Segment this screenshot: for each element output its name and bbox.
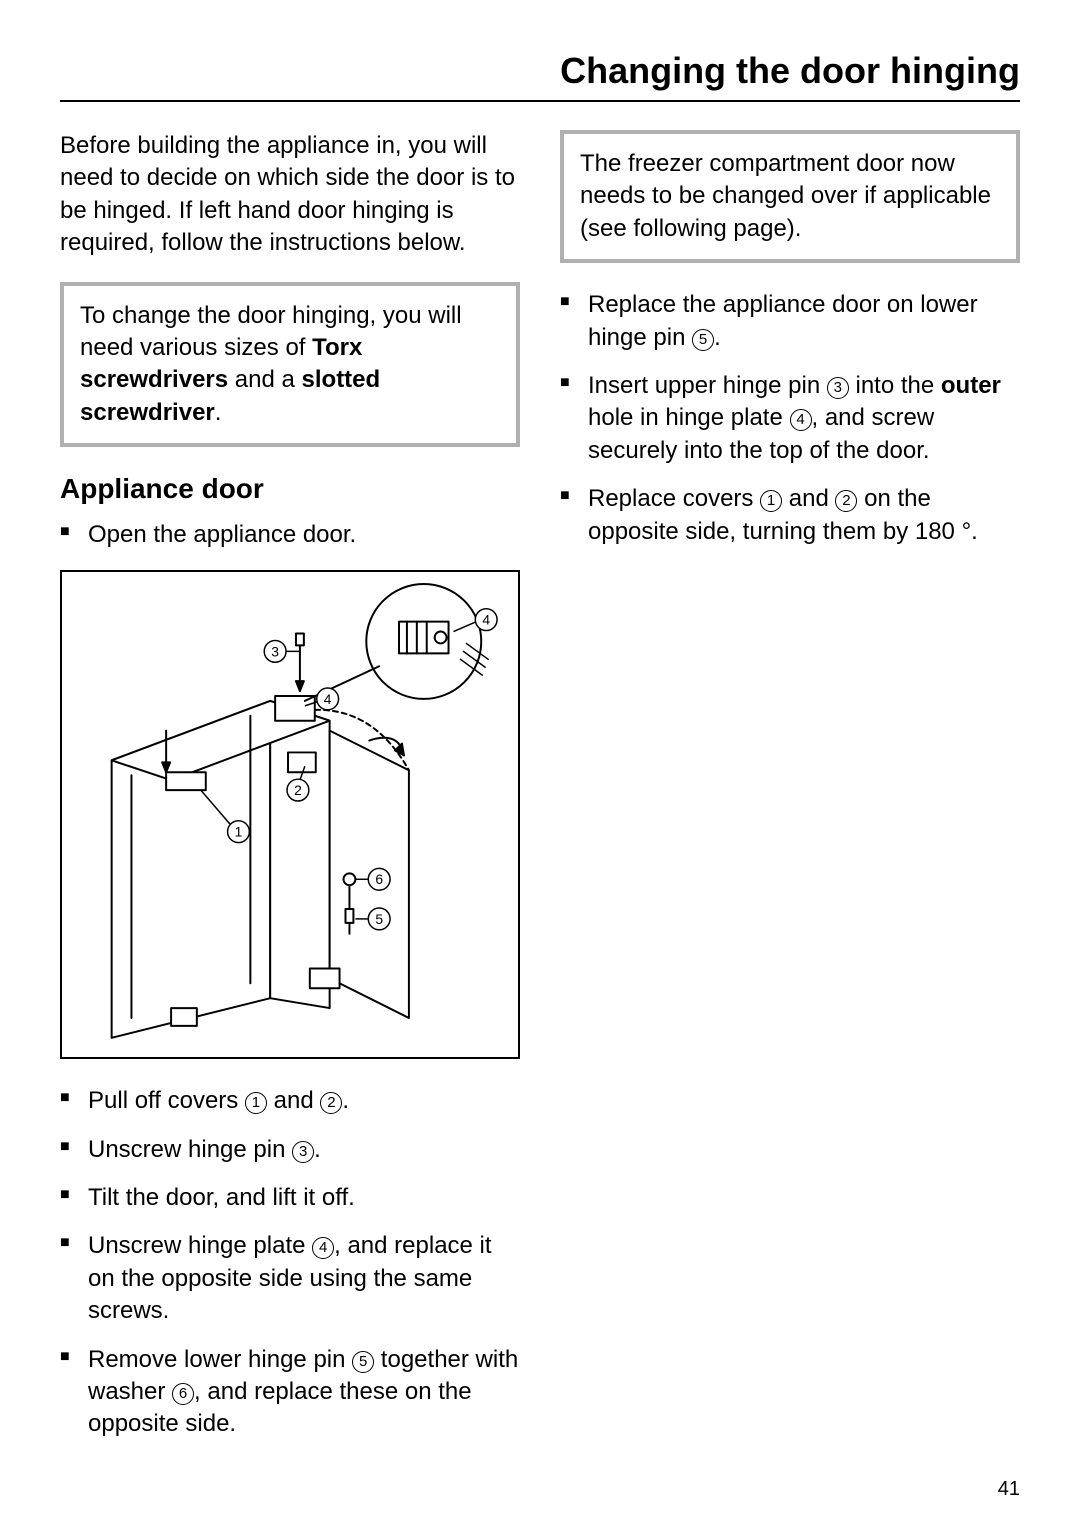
text: . bbox=[714, 324, 721, 351]
ref-6-icon: 6 bbox=[172, 1383, 194, 1405]
tools-note-text-1: To change the door hinging, you will nee… bbox=[80, 302, 462, 361]
ref-1-icon: 1 bbox=[760, 490, 782, 512]
page-number: 41 bbox=[998, 1478, 1020, 1501]
ref-4-icon: 4 bbox=[790, 409, 812, 431]
text: and bbox=[267, 1087, 320, 1114]
page-title: Changing the door hinging bbox=[60, 50, 1020, 92]
text: . bbox=[314, 1136, 321, 1163]
ref-2-icon: 2 bbox=[320, 1092, 342, 1114]
steps-after-figure: Pull off covers 1 and 2. Unscrew hinge p… bbox=[60, 1085, 520, 1441]
title-rule bbox=[60, 100, 1020, 102]
ref-5-icon: 5 bbox=[352, 1351, 374, 1373]
ref-3-icon: 3 bbox=[827, 377, 849, 399]
callout-4a: 4 bbox=[482, 611, 490, 627]
page: Changing the door hinging Before buildin… bbox=[0, 0, 1080, 1529]
callout-5: 5 bbox=[375, 910, 383, 926]
ref-2-icon: 2 bbox=[835, 490, 857, 512]
text: Pull off covers bbox=[88, 1087, 245, 1114]
intro-paragraph: Before building the appliance in, you wi… bbox=[60, 130, 520, 260]
step-insert-upper-pin: Insert upper hinge pin 3 into the outer … bbox=[560, 370, 1020, 467]
text: hole in hinge plate bbox=[588, 404, 790, 431]
tools-note-text-2: and a bbox=[228, 366, 301, 393]
callout-6: 6 bbox=[375, 871, 383, 887]
left-column: Before building the appliance in, you wi… bbox=[60, 130, 520, 1457]
text: Replace covers bbox=[588, 485, 760, 512]
text: Remove lower hinge pin bbox=[88, 1346, 352, 1373]
ref-4-icon: 4 bbox=[312, 1237, 334, 1259]
callout-4b: 4 bbox=[324, 690, 332, 706]
text: Unscrew hinge pin bbox=[88, 1136, 292, 1163]
tools-note-text-3: . bbox=[215, 399, 222, 426]
text: . bbox=[342, 1087, 349, 1114]
text: Replace the appliance door on lower hing… bbox=[588, 291, 978, 350]
callout-3: 3 bbox=[271, 643, 279, 659]
ref-5-icon: 5 bbox=[692, 329, 714, 351]
step-pull-covers: Pull off covers 1 and 2. bbox=[60, 1085, 520, 1117]
text: Unscrew hinge plate bbox=[88, 1232, 312, 1259]
outer-bold: outer bbox=[941, 372, 1001, 399]
step-unscrew-plate: Unscrew hinge plate 4, and replace it on… bbox=[60, 1230, 520, 1327]
callout-1: 1 bbox=[235, 823, 243, 839]
step-replace-covers: Replace covers 1 and 2 on the opposite s… bbox=[560, 483, 1020, 548]
ref-1-icon: 1 bbox=[245, 1092, 267, 1114]
columns: Before building the appliance in, you wi… bbox=[60, 130, 1020, 1457]
appliance-door-subheading: Appliance door bbox=[60, 473, 520, 505]
text: into the bbox=[849, 372, 941, 399]
text: Insert upper hinge pin bbox=[588, 372, 827, 399]
step-replace-door: Replace the appliance door on lower hing… bbox=[560, 289, 1020, 354]
text: and bbox=[782, 485, 835, 512]
door-hinge-figure: 3 4 4 2 bbox=[60, 570, 520, 1060]
right-steps: Replace the appliance door on lower hing… bbox=[560, 289, 1020, 548]
step-remove-lower-pin: Remove lower hinge pin 5 together with w… bbox=[60, 1344, 520, 1441]
step-open-door: Open the appliance door. bbox=[60, 519, 520, 551]
ref-3-icon: 3 bbox=[292, 1141, 314, 1163]
tools-note-box: To change the door hinging, you will nee… bbox=[60, 282, 520, 448]
steps-before-figure: Open the appliance door. bbox=[60, 519, 520, 551]
freezer-note-box: The freezer compartment door now needs t… bbox=[560, 130, 1020, 263]
door-hinge-svg: 3 4 4 2 bbox=[72, 582, 508, 1048]
step-tilt-door: Tilt the door, and lift it off. bbox=[60, 1182, 520, 1214]
step-unscrew-pin: Unscrew hinge pin 3. bbox=[60, 1134, 520, 1166]
right-column: The freezer compartment door now needs t… bbox=[560, 130, 1020, 1457]
callout-2: 2 bbox=[294, 782, 302, 798]
